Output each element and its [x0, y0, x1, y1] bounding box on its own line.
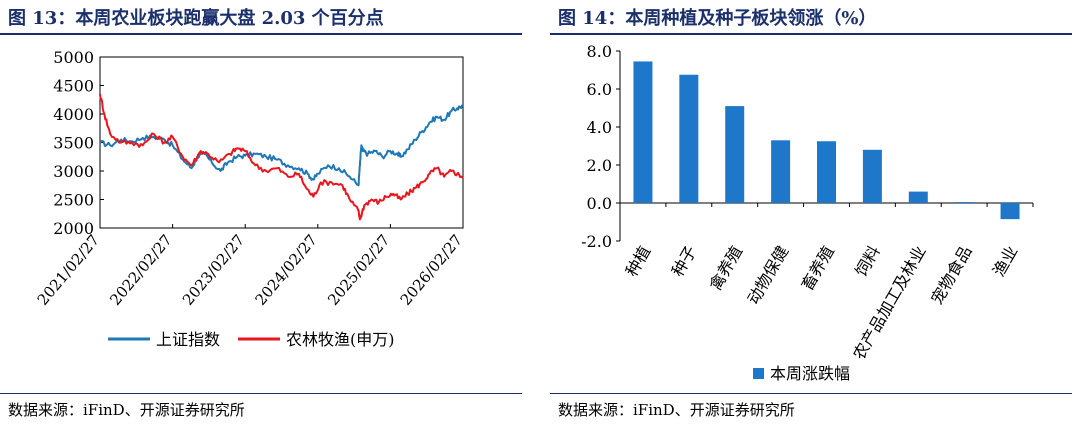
- line-series-agri-index: [99, 93, 464, 221]
- line-y-tick-label: 2000: [53, 219, 94, 238]
- bar-y-tick-label: -2.0: [581, 232, 612, 251]
- line-y-tick-label: 5000: [53, 48, 94, 67]
- bar-y-tick-label: 8.0: [587, 42, 612, 61]
- right-title-rule: [550, 33, 1072, 35]
- line-x-tick-label: 2021/02/27: [34, 231, 103, 309]
- bar-category-label: 渔业: [989, 243, 1021, 280]
- bar-9: [1000, 203, 1020, 220]
- bar-6: [862, 149, 882, 203]
- left-chart-title: 图 13：本周农业板块跑赢大盘 2.03 个百分点: [8, 8, 384, 29]
- bar-legend-label: 本周涨跌幅: [770, 364, 850, 383]
- line-series-sse-index: [99, 104, 463, 187]
- right-chart-title: 图 14：本周种植及种子板块领涨（%）: [558, 8, 877, 29]
- line-x-tick-label: 2025/02/27: [324, 231, 393, 309]
- line-y-tick-label: 4000: [53, 105, 94, 124]
- line-y-tick-label: 2500: [53, 191, 94, 210]
- bar-y-tick-label: 6.0: [587, 80, 612, 99]
- bar-1: [633, 61, 653, 204]
- bar-3: [725, 106, 745, 203]
- line-x-tick-label: 2023/02/27: [179, 231, 248, 309]
- line-x-tick-label: 2022/02/27: [106, 231, 175, 309]
- bar-8: [954, 202, 974, 204]
- line-x-tick-label: 2026/02/27: [397, 231, 466, 309]
- bar-category-label: 畜养殖: [798, 243, 838, 294]
- line-y-tick-label: 3500: [53, 134, 94, 153]
- bar-legend-swatch: [753, 368, 764, 379]
- line-plot-frame: [99, 56, 464, 229]
- bar-y-tick-label: 4.0: [587, 118, 612, 137]
- left-chart-panel: 图 13：本周农业板块跑赢大盘 2.03 个百分点 2000 2500 3000 35…: [0, 0, 530, 425]
- bar-y-tick-label: 2.0: [587, 156, 612, 175]
- bar-category-label: 宠物食品: [927, 243, 975, 308]
- line-legend-label: 上证指数: [156, 330, 220, 349]
- bar-category-label: 禽养殖: [706, 243, 746, 294]
- line-y-tick-label: 3000: [53, 162, 94, 181]
- bar-category-label: 饲料: [851, 243, 883, 280]
- left-source-rule: [0, 393, 522, 394]
- left-chart-source: 数据来源：iFinD、开源证券研究所: [8, 401, 245, 419]
- line-legend-label: 农林牧渔(申万): [286, 330, 395, 349]
- right-chart-panel: 图 14：本周种植及种子板块领涨（%） -2.0 0.0 2.0 4.0 6.0 8.0 种…: [550, 0, 1080, 425]
- bar-category-label: 种子: [668, 243, 700, 280]
- right-source-rule: [550, 393, 1072, 394]
- bar-7: [908, 191, 928, 203]
- bar-category-label: 动物保健: [744, 243, 792, 308]
- bar-5: [817, 141, 836, 203]
- bar-4: [771, 140, 791, 203]
- line-x-tick-label: 2024/02/27: [251, 231, 320, 309]
- left-title-rule: [0, 33, 522, 35]
- bar-y-tick-label: 0.0: [587, 194, 612, 213]
- right-chart-source: 数据来源：iFinD、开源证券研究所: [558, 401, 795, 419]
- line-y-tick-label: 4500: [53, 77, 94, 96]
- bar-2: [679, 74, 699, 203]
- bar-category-label: 种植: [622, 243, 654, 280]
